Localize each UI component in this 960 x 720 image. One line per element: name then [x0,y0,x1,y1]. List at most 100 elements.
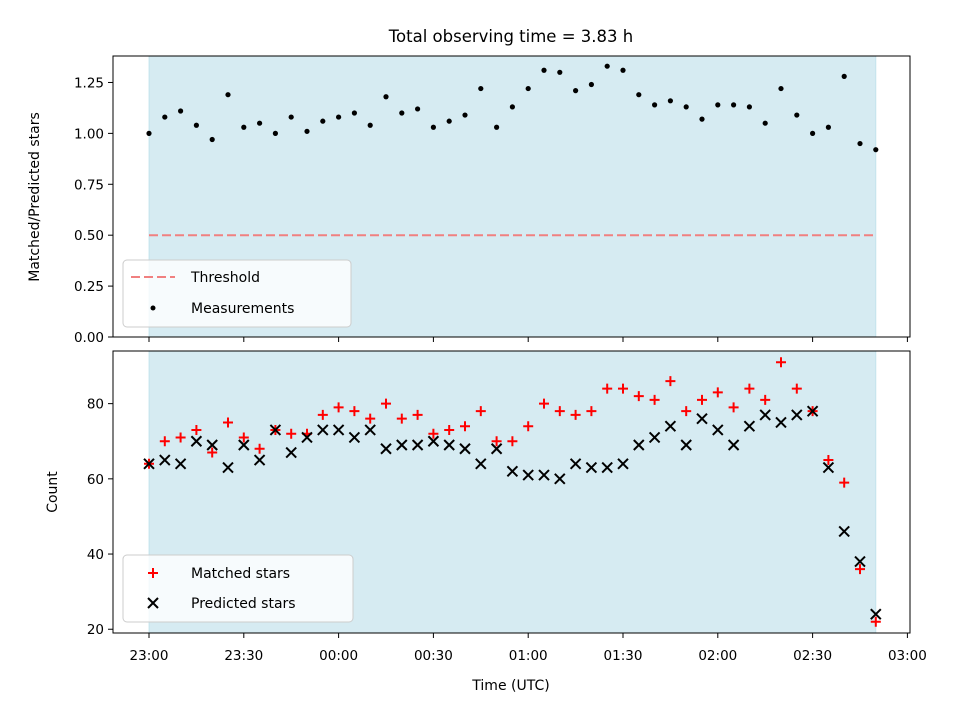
predicted-star-point [759,409,771,421]
measurement-point [399,110,405,116]
matched-star-point [523,421,534,432]
predicted-star-point [806,405,819,417]
predicted-star-point [617,458,629,470]
matched-star-point [870,616,881,627]
measurement-point [241,124,247,130]
legend-label-predicted: Predicted stars [191,596,296,612]
predicted-star-point [822,461,835,474]
predicted-star-point [838,525,850,538]
matched-star-point [412,409,423,420]
matched-star-point [586,406,597,417]
predicted-star-point [222,461,234,474]
measurement-point [367,122,373,128]
x-tick-label: 02:00 [698,648,737,664]
measurement-point [857,140,863,147]
measurement-point [778,85,784,92]
measurement-point [715,102,721,108]
measurement-point [320,118,326,124]
predicted-star-point [569,458,582,470]
top-panel: Total observing time = 3.83 h 0.000.250.… [27,27,911,346]
x-tick-label: 23:00 [130,648,169,664]
top-legend: Threshold Measurements [122,259,352,328]
matched-star-point [665,376,676,387]
matched-star-point [207,447,218,458]
predicted-star-point [459,443,471,455]
x-axis-label: Time (UTC) [471,678,549,694]
predicted-star-point [206,439,218,451]
predicted-star-point [490,443,503,455]
matched-star-point [570,409,581,420]
measurement-point [683,104,689,110]
y-tick-label: 0.50 [74,228,104,244]
measurement-point [731,102,737,108]
matched-star-point [760,394,771,405]
matched-star-point [839,477,850,488]
y-tick-label: 60 [87,472,104,488]
predicted-star-point [743,420,756,432]
legend-label-matched: Matched stars [191,566,290,582]
measurement-point [541,67,547,73]
matched-star-point [159,436,170,447]
matched-star-point [855,564,865,575]
measurement-point [430,124,436,130]
y-tick-label: 1.00 [74,126,104,142]
matched-star-point [191,424,202,435]
measurement-point [636,92,642,98]
measurement-point [336,114,342,120]
measurement-point [478,85,484,92]
measurement-point [699,116,705,122]
matched-star-point [728,402,739,413]
predicted-star-point [301,431,313,444]
predicted-star-point [285,446,297,459]
x-tick-label: 01:30 [604,648,643,664]
matched-star-point [475,406,486,417]
predicted-star-point [791,409,803,421]
matched-star-point [633,391,644,402]
measurement-point [746,104,753,110]
matched-stars-legend-icon [148,568,158,578]
predicted-star-point [680,439,692,451]
y-tick-label: 80 [87,397,104,413]
x-tick-label: 03:00 [888,648,927,664]
legend-label-measurements: Measurements [191,301,294,317]
predicted-star-point [396,439,408,451]
y-tick-label: 40 [87,547,104,563]
legend-box [122,554,354,623]
matched-star-point [539,398,549,409]
predicted-star-point [633,439,645,451]
matched-star-point [333,402,344,413]
measurement-point [557,69,563,75]
measurement-point [573,88,579,94]
matched-star-point [697,394,707,405]
x-tick-label: 02:30 [793,648,832,664]
matched-star-point [823,455,834,466]
measurement-point [288,114,294,120]
predicted-stars-legend-icon [147,597,159,609]
predicted-star-point [648,431,661,444]
bottom-legend: Matched stars Predicted stars [122,554,354,623]
predicted-star-point [585,461,598,474]
matched-star-point [507,436,518,447]
matched-star-point [365,413,376,424]
y-tick-label: 0.25 [74,279,104,295]
measurement-point [794,112,800,118]
matched-star-point [681,406,692,417]
measurement-point [652,102,658,108]
matched-star-point [428,428,439,439]
matched-star-point [317,409,328,420]
predicted-star-point [712,424,724,436]
matched-star-point [491,436,502,447]
predicted-star-point [475,458,487,470]
top-plot-frame [112,55,911,338]
measurement-point [825,124,832,130]
top-y-axis: 0.00 0.25 0.50 0.75 1.00 1.25 [74,75,113,346]
measurement-point [225,92,231,98]
bottom-x-axis: 23:00 23:30 00:00 00:30 01:00 01:30 02:00 02:30… [130,633,927,664]
bottom-panel: 20 40 60 80 23:00 23:30 00:00 00:30 01:00 01:30 0… [45,350,927,694]
measurement-point [762,120,768,126]
predicted-star-point [696,412,708,425]
measurement-point [415,106,421,112]
matched-star-point [444,424,455,435]
measurement-point [351,110,357,116]
